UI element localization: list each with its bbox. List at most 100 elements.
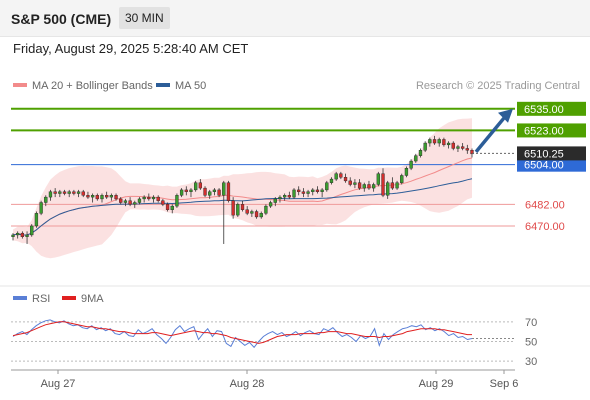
candle-body [357,182,362,189]
ma9-label: 9MA [81,293,104,305]
timeframe-button[interactable]: 30 MIN [119,7,170,29]
candle-body [254,211,259,218]
candle-body [460,146,465,149]
candle-body [273,198,277,203]
chart-header: S&P 500 (CME) 30 MIN [0,0,590,37]
candle-body [212,189,217,192]
candle-body [147,196,151,200]
level-label: 6523.00 [524,125,564,137]
candle-body [109,195,114,198]
candle-body [170,205,174,210]
legend-ma20: MA 20 + Bollinger Bands [13,80,153,92]
candle-body [315,189,320,192]
candle-body [414,155,418,162]
ma20-swatch [13,83,27,88]
x-tick-label: Aug 29 [419,378,454,390]
x-tick-label: Sep 6 [490,378,519,390]
candle-body [287,195,291,198]
rsi-tick-label: 50 [525,336,537,348]
candle-body [62,191,67,194]
candle-body [329,178,334,183]
candle-body [58,191,62,194]
candle-body [386,182,390,196]
candle-body [194,182,198,191]
candle-body [39,202,43,214]
candle-body [451,142,455,149]
candle-body [81,191,85,196]
last-price-label: 6510.25 [524,148,564,160]
candle-body [72,191,76,194]
rsi-label: RSI [32,293,51,305]
candle-body [119,198,123,203]
candle-body [226,182,231,201]
candle-body [456,146,460,149]
candle-body [320,189,324,192]
candle-body [245,209,249,214]
candle-body [53,191,57,194]
ma20-label: MA 20 + Bollinger Bands [32,80,153,92]
candle-body [86,195,90,198]
candle-body [278,196,282,200]
ma50-label: MA 50 [175,80,207,92]
candle-body [390,182,395,189]
candle-body [400,175,404,183]
candle-body [376,173,380,185]
candle-body [404,168,409,176]
candle-body [250,211,254,214]
candle-body [179,189,184,196]
candle-body [395,182,399,189]
candle-body [381,173,385,196]
candle-body [198,182,202,189]
candle-body [25,234,29,237]
candle-body [418,150,423,156]
legend-ma50: MA 50 [156,80,206,92]
symbol-title: S&P 500 (CME) [11,11,112,27]
copyright-text: Research © 2025 Trading Central [415,80,580,92]
x-tick-label: Aug 27 [41,378,76,390]
candle-body [165,204,170,210]
rsi-tick-label: 30 [525,356,537,368]
level-tag [517,157,586,172]
candle-body [240,204,245,210]
candle-body [465,148,469,151]
candle-body [30,225,34,236]
legend-rsi: RSI [13,293,50,305]
ma50-swatch [156,83,170,88]
candle-body [76,191,81,194]
candle-body [20,232,25,237]
legend-9ma: 9MA [62,293,104,305]
candle-body [297,189,301,192]
candle-body [16,232,20,236]
candle-body [325,182,329,191]
candle-body [208,191,212,196]
candle-body [44,196,48,203]
level-label: 6535.00 [524,104,564,116]
candle-body [114,195,118,200]
candle-body [34,213,39,227]
candle-body [348,180,352,185]
level-label: 6504.00 [524,160,564,172]
candle-body [283,195,287,198]
candle-body [156,196,160,201]
candle-body [442,139,446,146]
candle-body [137,198,142,203]
candle-body [133,202,137,205]
x-tick-label: Aug 28 [230,378,265,390]
candle-body [123,200,128,203]
candle-body [264,205,268,214]
candle-body [217,189,221,196]
candle-body [428,139,432,144]
forecast-arrow [474,115,507,153]
candle-body [175,195,179,207]
candle-body [184,189,188,192]
bollinger-band [13,118,472,259]
candle-body [409,160,413,169]
rsi-swatch [13,296,27,301]
candle-body [151,196,156,200]
candle-body [100,195,104,200]
candle-body [231,200,235,216]
candle-body [128,200,132,205]
candle-body [268,202,273,207]
level-label: 6470.00 [525,221,565,233]
